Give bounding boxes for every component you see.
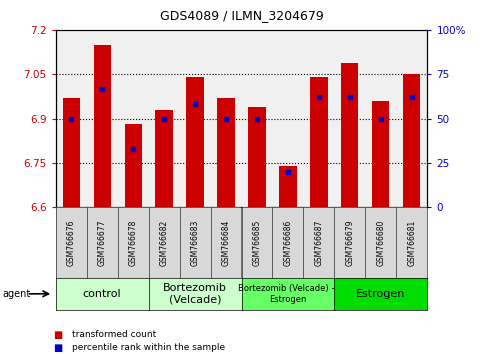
Text: Bortezomib (Velcade) +
Estrogen: Bortezomib (Velcade) + Estrogen (238, 284, 338, 303)
Text: transformed count: transformed count (72, 330, 156, 339)
Bar (280, 166, 297, 207)
Text: GSM766679: GSM766679 (345, 219, 355, 266)
Text: percentile rank within the sample: percentile rank within the sample (72, 343, 226, 352)
Text: GSM766678: GSM766678 (128, 219, 138, 266)
Text: GSM766687: GSM766687 (314, 219, 324, 266)
Bar (311, 77, 327, 207)
Text: ■: ■ (53, 343, 62, 353)
Bar (125, 125, 142, 207)
Bar (94, 45, 111, 207)
Bar (403, 74, 421, 207)
Bar (248, 107, 266, 207)
Text: GSM766684: GSM766684 (222, 219, 230, 266)
Bar (186, 77, 203, 207)
Text: GSM766685: GSM766685 (253, 219, 261, 266)
Text: agent: agent (2, 289, 30, 299)
Text: Estrogen: Estrogen (356, 289, 406, 299)
Bar (62, 98, 80, 207)
Text: GSM766677: GSM766677 (98, 219, 107, 266)
Text: GSM766676: GSM766676 (67, 219, 75, 266)
Bar (341, 63, 358, 207)
Text: GSM766683: GSM766683 (190, 219, 199, 266)
Text: control: control (83, 289, 121, 299)
Bar (372, 101, 389, 207)
Bar (217, 98, 235, 207)
Text: GSM766680: GSM766680 (376, 219, 385, 266)
Text: GSM766681: GSM766681 (408, 219, 416, 266)
Text: GSM766686: GSM766686 (284, 219, 293, 266)
Text: Bortezomib
(Velcade): Bortezomib (Velcade) (163, 283, 227, 305)
Bar (156, 110, 172, 207)
Text: ■: ■ (53, 330, 62, 339)
Text: GDS4089 / ILMN_3204679: GDS4089 / ILMN_3204679 (159, 9, 324, 22)
Text: GSM766682: GSM766682 (159, 219, 169, 266)
